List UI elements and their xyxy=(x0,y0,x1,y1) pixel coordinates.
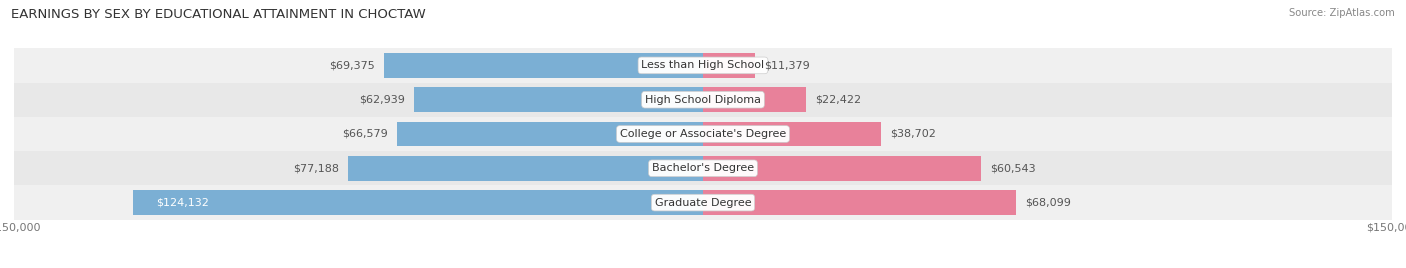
Text: $68,099: $68,099 xyxy=(1025,198,1071,208)
Text: Graduate Degree: Graduate Degree xyxy=(655,198,751,208)
Text: $62,939: $62,939 xyxy=(359,95,405,105)
Bar xyxy=(398,122,703,146)
Text: $77,188: $77,188 xyxy=(294,163,339,173)
Text: Bachelor's Degree: Bachelor's Degree xyxy=(652,163,754,173)
Bar xyxy=(14,117,1392,151)
Text: $60,543: $60,543 xyxy=(990,163,1036,173)
Bar xyxy=(134,190,703,215)
Text: $22,422: $22,422 xyxy=(815,95,862,105)
Text: EARNINGS BY SEX BY EDUCATIONAL ATTAINMENT IN CHOCTAW: EARNINGS BY SEX BY EDUCATIONAL ATTAINMEN… xyxy=(11,8,426,21)
Bar xyxy=(14,185,1392,220)
Text: Less than High School: Less than High School xyxy=(641,60,765,70)
Text: $124,132: $124,132 xyxy=(156,198,208,208)
Bar xyxy=(384,53,703,78)
Bar xyxy=(14,151,1392,185)
Text: $66,579: $66,579 xyxy=(342,129,388,139)
Text: $11,379: $11,379 xyxy=(765,60,810,70)
Text: $38,702: $38,702 xyxy=(890,129,936,139)
Bar xyxy=(349,156,703,181)
Text: College or Associate's Degree: College or Associate's Degree xyxy=(620,129,786,139)
Bar xyxy=(703,53,755,78)
Bar xyxy=(14,48,1392,83)
Bar xyxy=(413,87,703,112)
Text: High School Diploma: High School Diploma xyxy=(645,95,761,105)
Bar xyxy=(703,156,981,181)
Bar xyxy=(703,190,1015,215)
Bar xyxy=(703,87,806,112)
Bar xyxy=(14,83,1392,117)
Text: Source: ZipAtlas.com: Source: ZipAtlas.com xyxy=(1289,8,1395,18)
Text: $69,375: $69,375 xyxy=(329,60,375,70)
Bar xyxy=(703,122,880,146)
